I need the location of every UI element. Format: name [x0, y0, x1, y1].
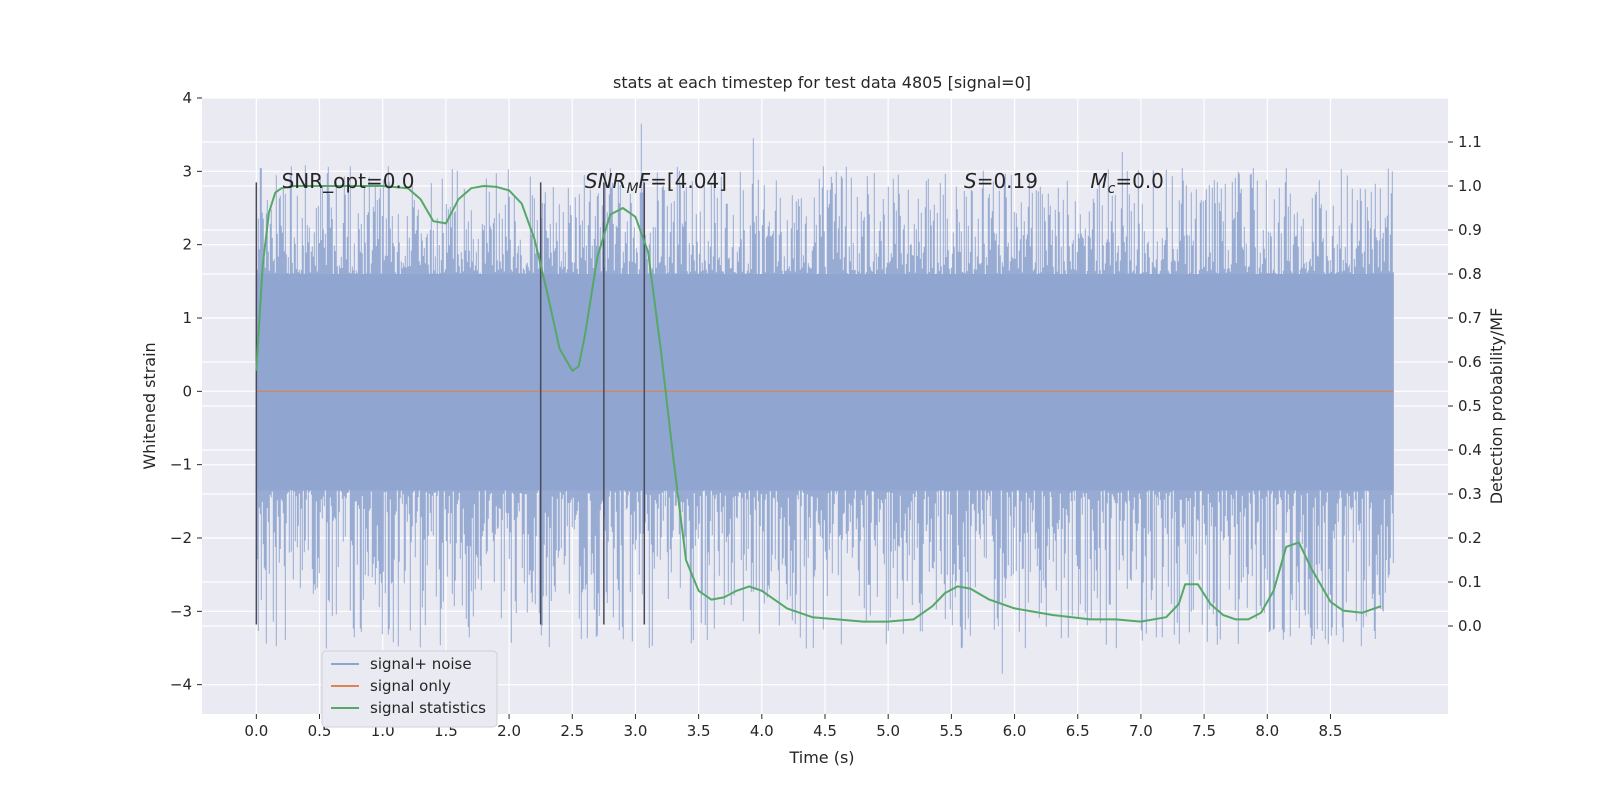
- x-tick-label: 7.5: [1192, 722, 1216, 740]
- y-right-tick-label: 0.3: [1458, 485, 1482, 503]
- annotation: S=0.19: [964, 169, 1038, 193]
- x-tick-label: 5.5: [939, 722, 963, 740]
- y-right-tick-label: 0.4: [1458, 441, 1482, 459]
- x-tick-label: 8.0: [1255, 722, 1279, 740]
- y-left-tick-label: 1: [182, 309, 192, 327]
- annotation: SNRMF=[4.04]: [585, 169, 727, 197]
- x-tick-label: 4.5: [813, 722, 837, 740]
- y-left-tick-label: 3: [182, 162, 192, 180]
- x-tick-label: 2.0: [497, 722, 521, 740]
- y-right-tick-label: 0.0: [1458, 617, 1482, 635]
- x-tick-label: 7.0: [1129, 722, 1153, 740]
- annotation: Mc=0.0: [1090, 169, 1164, 197]
- x-tick-label: 8.5: [1319, 722, 1343, 740]
- signal-noise-series: [255, 123, 1394, 674]
- signal-statistics-series: [255, 185, 1382, 623]
- noise-dense-band: [256, 274, 1394, 491]
- y-right-tick-label: 1.1: [1458, 133, 1482, 151]
- x-tick-label: 5.0: [876, 722, 900, 740]
- y-right-tick-label: 0.8: [1458, 265, 1482, 283]
- x-axis-label: Time (s): [788, 748, 854, 767]
- y-right-axis-label: Detection probability/MF: [1487, 308, 1506, 505]
- annotations: SNR_opt=0.0 SNRMF=[4.04] S=0.19 Mc=0.0: [282, 169, 1164, 197]
- y-left-axis-ticks: −4 −3 −2 −1 0 1 2 3 4: [170, 89, 202, 694]
- annotation: SNR_opt=0.0: [282, 169, 415, 193]
- legend-box: [321, 650, 498, 728]
- legend-label-signal: signal only: [370, 677, 451, 695]
- y-right-axis-ticks: 0.0 0.1 0.2 0.3 0.4 0.5 0.6 0.7 0.8 0.9 1.0 1.1: [1448, 133, 1482, 635]
- y-left-axis-label: Whitened strain: [140, 342, 159, 469]
- x-tick-label: 2.5: [560, 722, 584, 740]
- vertical-markers: [255, 182, 646, 625]
- legend: signal+ noise signal only signal statist…: [321, 650, 498, 728]
- y-right-tick-label: 0.1: [1458, 573, 1482, 591]
- stats-line: [255, 185, 1382, 623]
- x-tick-label: 3.5: [687, 722, 711, 740]
- y-left-tick-label: −3: [170, 602, 192, 620]
- y-left-tick-label: −2: [170, 529, 192, 547]
- x-tick-label: 3.0: [624, 722, 648, 740]
- y-right-tick-label: 1.0: [1458, 177, 1482, 195]
- legend-label-noise: signal+ noise: [370, 655, 472, 673]
- x-tick-label: 4.0: [750, 722, 774, 740]
- y-right-tick-label: 0.2: [1458, 529, 1482, 547]
- legend-label-stats: signal statistics: [370, 699, 486, 717]
- y-left-tick-label: 0: [182, 382, 192, 400]
- y-right-tick-label: 0.9: [1458, 221, 1482, 239]
- x-tick-label: 6.5: [1066, 722, 1090, 740]
- y-right-tick-label: 0.7: [1458, 309, 1482, 327]
- x-tick-label: 0.0: [244, 722, 268, 740]
- y-right-tick-label: 0.6: [1458, 353, 1482, 371]
- y-left-tick-label: −4: [170, 676, 192, 694]
- x-tick-label: 6.0: [1003, 722, 1027, 740]
- y-left-tick-label: −1: [170, 456, 192, 474]
- y-right-tick-label: 0.5: [1458, 397, 1482, 415]
- y-left-tick-label: 4: [182, 89, 192, 107]
- y-left-tick-label: 2: [182, 236, 192, 254]
- chart-title: stats at each timestep for test data 480…: [613, 73, 1031, 92]
